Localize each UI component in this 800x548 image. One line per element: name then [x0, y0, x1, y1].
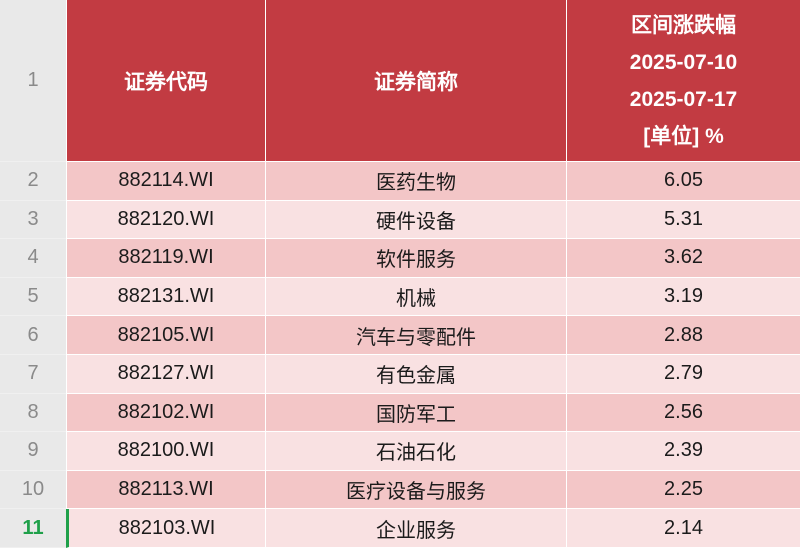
security-name-cell[interactable]: 硬件设备: [265, 200, 566, 240]
change-value-cell[interactable]: 2.88: [566, 316, 800, 355]
table-row: 9 882100.WI 石油石化 2.39: [0, 432, 800, 471]
security-name-cell[interactable]: 有色金属: [265, 354, 566, 394]
table-row: 5 882131.WI 机械 3.19: [0, 277, 800, 317]
security-name-cell[interactable]: 国防军工: [265, 393, 566, 433]
security-code-cell[interactable]: 882114.WI: [66, 162, 265, 201]
security-name-cell[interactable]: 医疗设备与服务: [265, 470, 566, 510]
change-value-cell[interactable]: 3.62: [566, 239, 800, 278]
security-code-cell[interactable]: 882120.WI: [66, 200, 265, 240]
header-security-name[interactable]: 证券简称: [265, 0, 566, 162]
table-row: 10 882113.WI 医疗设备与服务 2.25: [0, 470, 800, 510]
header-row: 1 证券代码 证券简称 区间涨跌幅 2025-07-10 2025-07-17 …: [0, 0, 800, 162]
header-security-code[interactable]: 证券代码: [66, 0, 265, 162]
change-value-cell[interactable]: 3.19: [566, 277, 800, 317]
header-change-date-end: 2025-07-17: [629, 87, 738, 111]
change-value-cell[interactable]: 2.39: [566, 432, 800, 471]
row-number[interactable]: 10: [0, 470, 66, 510]
table-row-selected: 11 882103.WI 企业服务 2.14: [0, 509, 800, 548]
header-change-date-start: 2025-07-10: [629, 50, 738, 74]
change-value-cell[interactable]: 2.79: [566, 354, 800, 394]
security-code-cell[interactable]: 882105.WI: [66, 316, 265, 355]
row-number[interactable]: 11: [0, 509, 66, 548]
security-name-cell[interactable]: 企业服务: [265, 509, 566, 548]
header-change-period[interactable]: 区间涨跌幅 2025-07-10 2025-07-17 [单位] %: [566, 0, 800, 162]
header-change-unit: [单位] %: [643, 124, 724, 148]
row-number[interactable]: 7: [0, 354, 66, 394]
table-row: 8 882102.WI 国防军工 2.56: [0, 393, 800, 433]
row-number[interactable]: 6: [0, 316, 66, 355]
security-name-cell[interactable]: 汽车与零配件: [265, 316, 566, 355]
security-name-cell[interactable]: 软件服务: [265, 239, 566, 278]
change-value-cell[interactable]: 2.14: [566, 509, 800, 548]
security-code-cell[interactable]: 882127.WI: [66, 354, 265, 394]
row-number[interactable]: 2: [0, 162, 66, 201]
table-row: 6 882105.WI 汽车与零配件 2.88: [0, 316, 800, 355]
security-code-cell[interactable]: 882113.WI: [66, 470, 265, 510]
change-value-cell[interactable]: 6.05: [566, 162, 800, 201]
change-value-cell[interactable]: 2.25: [566, 470, 800, 510]
table-row: 7 882127.WI 有色金属 2.79: [0, 354, 800, 394]
security-code-cell[interactable]: 882131.WI: [66, 277, 265, 317]
security-code-cell[interactable]: 882100.WI: [66, 432, 265, 471]
row-number[interactable]: 3: [0, 200, 66, 240]
row-number[interactable]: 9: [0, 432, 66, 471]
security-name-cell[interactable]: 医药生物: [265, 162, 566, 201]
table-row: 3 882120.WI 硬件设备 5.31: [0, 200, 800, 240]
row-number[interactable]: 1: [0, 0, 66, 162]
security-code-cell[interactable]: 882119.WI: [66, 239, 265, 278]
security-code-cell[interactable]: 882102.WI: [66, 393, 265, 433]
security-name-cell[interactable]: 机械: [265, 277, 566, 317]
change-value-cell[interactable]: 2.56: [566, 393, 800, 433]
security-name-cell[interactable]: 石油石化: [265, 432, 566, 471]
header-change-title: 区间涨跌幅: [631, 13, 736, 37]
security-code-cell[interactable]: 882103.WI: [66, 509, 265, 548]
row-number[interactable]: 8: [0, 393, 66, 433]
change-value-cell[interactable]: 5.31: [566, 200, 800, 240]
table-row: 2 882114.WI 医药生物 6.05: [0, 162, 800, 201]
row-number[interactable]: 4: [0, 239, 66, 278]
row-number[interactable]: 5: [0, 277, 66, 317]
table-row: 4 882119.WI 软件服务 3.62: [0, 239, 800, 278]
